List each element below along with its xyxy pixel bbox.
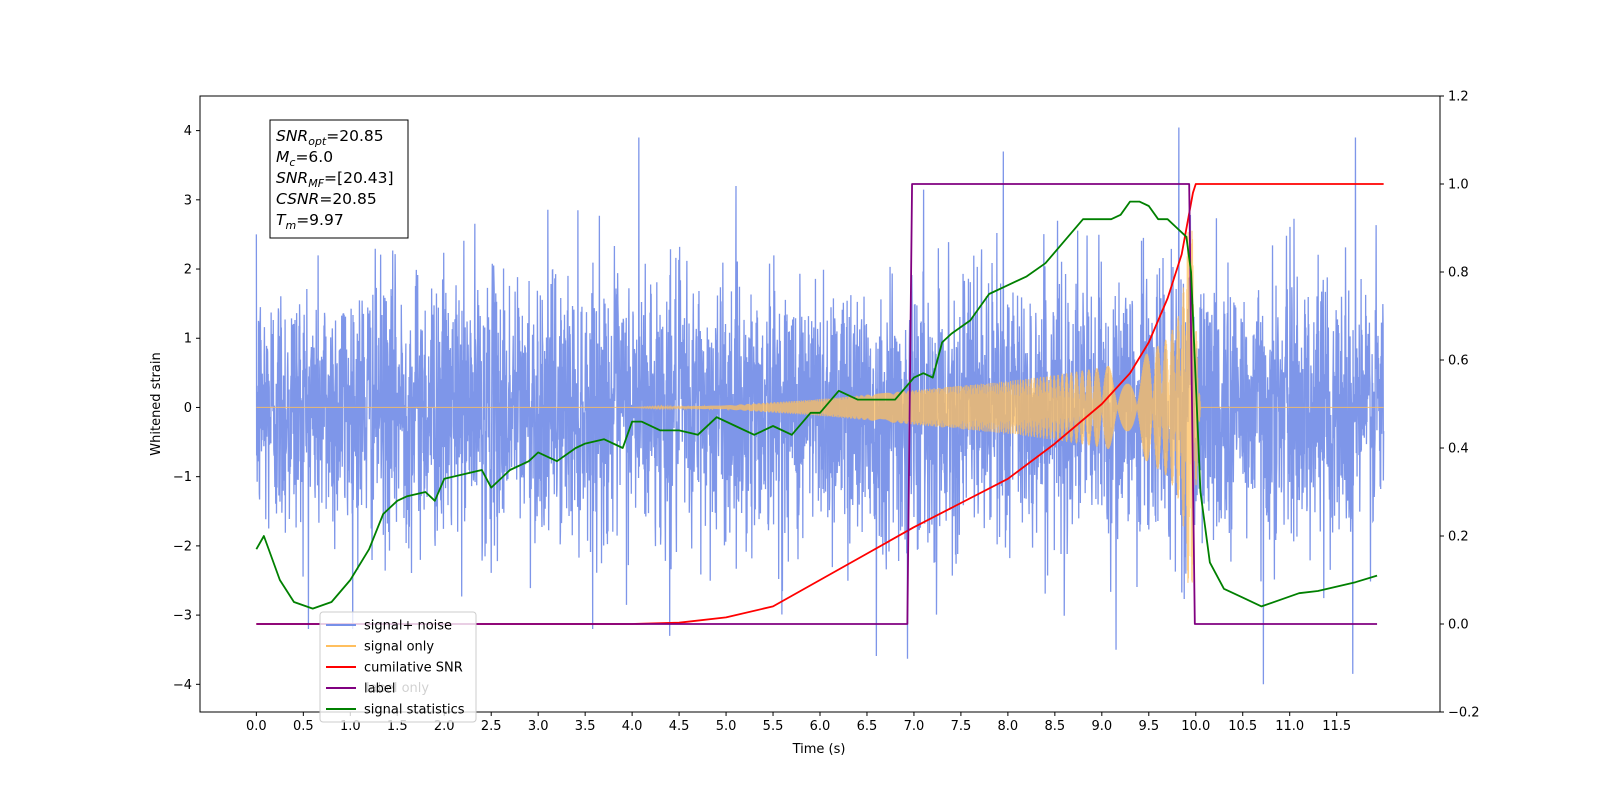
- x-tick-label: 9.0: [1091, 719, 1112, 734]
- y2-tick-label: 0.8: [1448, 266, 1469, 281]
- x-tick-label: 0.0: [246, 719, 267, 734]
- annotation-line: SNRopt=20.85: [276, 127, 384, 148]
- legend-label: signal statistics: [364, 703, 465, 718]
- x-tick-label: 9.5: [1138, 719, 1159, 734]
- legend-hidden-text: label only: [366, 681, 429, 696]
- y-tick-label: 2: [184, 263, 192, 278]
- series-layer: [255, 127, 1385, 685]
- x-tick-label: 3.0: [528, 719, 549, 734]
- x-tick-label: 8.0: [998, 719, 1019, 734]
- x-tick-label: 4.5: [669, 719, 690, 734]
- annotation-line: CSNR=20.85: [276, 190, 377, 208]
- x-tick-label: 6.0: [810, 719, 831, 734]
- legend: signal+ noise signal only cumilative SNR la…: [319, 611, 477, 723]
- x-tick-label: 3.5: [575, 719, 596, 734]
- y2-tick-label: 1.2: [1448, 90, 1469, 105]
- annotation-frame: [269, 119, 409, 239]
- y-tick-label: 0: [184, 401, 192, 416]
- x-tick-label: 0.5: [293, 719, 314, 734]
- legend-label: cumilative SNR: [364, 661, 463, 676]
- y2-tick-label: 0.6: [1448, 354, 1469, 369]
- y-axis-right: 1.2 1.0 0.8 0.6 0.4 0.2 0.0 −0.2: [1440, 90, 1480, 721]
- legend-label: label: [364, 682, 395, 697]
- y-tick-label: −3: [173, 609, 192, 624]
- legend-label: signal only: [364, 640, 434, 655]
- x-axis-label: Time (s): [792, 742, 846, 757]
- x-tick-label: 6.5: [857, 719, 878, 734]
- annotation-line: SNRMF=[20.43]: [276, 169, 394, 190]
- y2-tick-label: 1.0: [1448, 178, 1469, 193]
- x-tick-label: 4.0: [622, 719, 643, 734]
- x-tick-label: 2.5: [481, 719, 502, 734]
- x-tick-label: 2.0: [434, 719, 455, 734]
- y2-tick-label: 0.2: [1448, 530, 1469, 545]
- y2-tick-label: 0.4: [1448, 442, 1469, 457]
- x-tick-label: 7.5: [951, 719, 972, 734]
- y-tick-label: 4: [184, 124, 192, 139]
- y-tick-label: −1: [173, 470, 192, 485]
- x-tick-label: 10.5: [1228, 719, 1257, 734]
- y-tick-label: −4: [173, 678, 192, 693]
- annotation-box: SNRopt=20.85Mc=6.0SNRMF=[20.43]CSNR=20.8…: [269, 119, 409, 239]
- x-tick-label: 5.5: [763, 719, 784, 734]
- x-tick-label: 7.0: [904, 719, 925, 734]
- x-tick-label: 10.0: [1181, 719, 1210, 734]
- y2-tick-label: 0.0: [1448, 618, 1469, 633]
- x-tick-label: 11.0: [1275, 719, 1304, 734]
- x-axis: 0.0 0.5 1.0 1.5 2.0 2.5 3.0 3.5 4.0 4.5 5.0 5.5 6.0 6…: [246, 712, 1351, 734]
- series-label: [256, 183, 1378, 625]
- y-tick-label: −2: [173, 539, 192, 554]
- series-signal-statistics: [255, 200, 1378, 610]
- y-axis-left: 4 3 2 1 0 −1 −2 −3 −4: [173, 124, 200, 693]
- legend-frame: [319, 611, 477, 723]
- x-tick-label: 11.5: [1322, 719, 1351, 734]
- x-tick-label: 8.5: [1045, 719, 1066, 734]
- x-tick-label: 5.0: [716, 719, 737, 734]
- annotation-line: Mc=6.0: [276, 148, 333, 169]
- annotation-line: Tm=9.97: [276, 211, 344, 232]
- x-tick-label: 1.5: [387, 719, 408, 734]
- y2-tick-label: −0.2: [1448, 706, 1480, 721]
- series-cumilative-snr: [256, 183, 1384, 625]
- y-tick-label: 1: [184, 332, 192, 347]
- x-tick-label: 1.0: [340, 719, 361, 734]
- legend-label: signal+ noise: [364, 619, 452, 634]
- y-tick-label: 3: [184, 193, 192, 208]
- y-axis-label: Whitened strain: [149, 352, 164, 455]
